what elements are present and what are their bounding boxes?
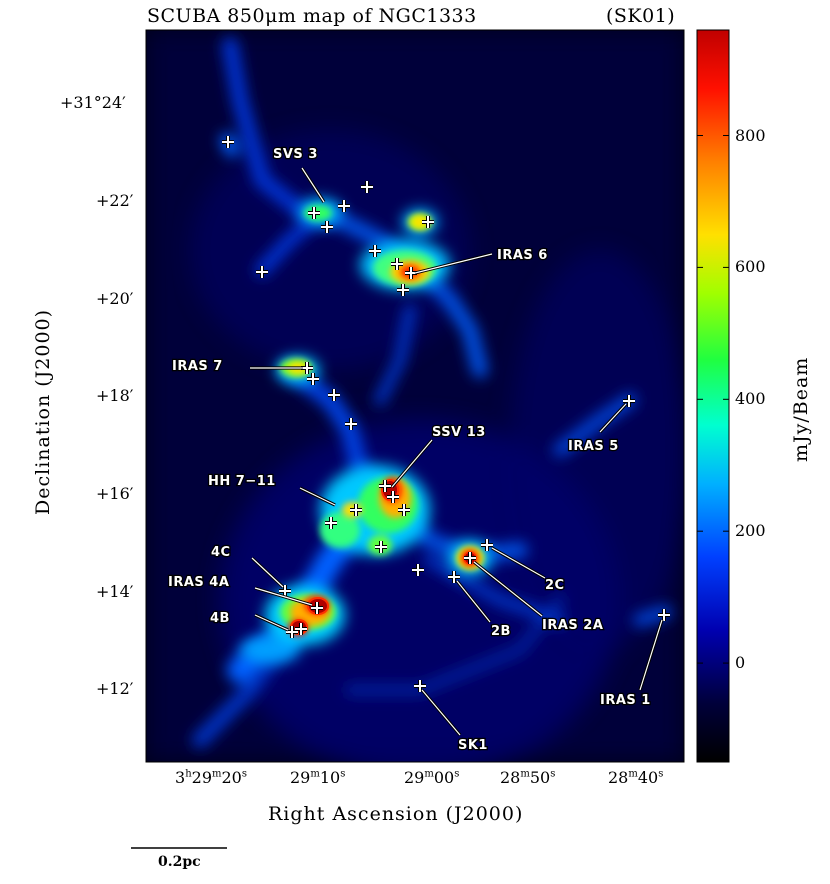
source-label: IRAS 2A [542, 618, 603, 633]
source-cross [286, 626, 298, 638]
source-cross [361, 181, 373, 193]
x-tick-label: 29m10s [290, 768, 346, 787]
source-cross [350, 504, 362, 516]
source-cross [369, 245, 381, 257]
source-cross [464, 552, 476, 564]
source-label: 4C [211, 545, 231, 560]
source-label: HH 7−11 [208, 474, 276, 489]
y-tick-label: +16′ [96, 484, 134, 503]
source-cross [623, 395, 635, 407]
source-cross [338, 200, 350, 212]
source-cross [307, 373, 319, 385]
source-cross [391, 258, 403, 270]
source-cross [387, 491, 399, 503]
source-label: IRAS 7 [172, 359, 223, 374]
source-cross [375, 541, 387, 553]
source-cross [321, 221, 333, 233]
source-labels: SVS 3 IRAS 6 IRAS 7 SSV 13 HH 7−11 4C IR… [167, 146, 652, 755]
chart-title: SCUBA 850μm map of NGC1333 [147, 5, 477, 27]
colorbar-ticks [697, 135, 729, 664]
colorbar-tick-label: 400 [735, 389, 766, 409]
x-tick-label: 3h29m20s [175, 768, 247, 787]
colorbar-label: mJy/Beam [790, 356, 812, 462]
source-cross [328, 389, 340, 401]
colorbar-tick-label: 600 [735, 257, 766, 277]
y-tick-label: +14′ [96, 582, 134, 601]
source-label: IRAS 6 [497, 248, 548, 263]
scale-bar-label: 0.2pc [158, 854, 201, 870]
source-label: SVS 3 [273, 147, 318, 162]
source-cross [412, 564, 424, 576]
emission-map [146, 30, 684, 762]
colorbar-tick-label: 200 [735, 521, 766, 541]
source-cross [345, 418, 357, 430]
source-label: 2B [491, 624, 511, 639]
annotation-lines [250, 167, 664, 737]
y-tick-label: +18′ [96, 386, 134, 405]
source-label: 2C [545, 578, 565, 593]
source-label: 4B [210, 611, 230, 626]
source-label: SSV 13 [432, 425, 486, 440]
source-cross [279, 585, 291, 597]
source-label: IRAS 5 [568, 439, 619, 454]
source-label: SK1 [458, 738, 488, 753]
x-tick-label: 28m40s [608, 768, 664, 787]
chart-title-tag: (SK01) [606, 5, 676, 27]
plot-frame [145, 29, 685, 763]
source-cross [658, 609, 670, 621]
y-tick-label: +20′ [96, 289, 134, 308]
source-cross [481, 539, 493, 551]
source-cross [308, 207, 320, 219]
colorbar [696, 29, 730, 763]
source-cross [422, 216, 434, 228]
source-cross [414, 680, 426, 692]
y-axis-label: Declination (J2000) [32, 308, 54, 515]
y-tick-label: +22′ [96, 191, 134, 210]
source-markers [222, 136, 670, 692]
source-label: IRAS 1 [600, 693, 651, 708]
y-tick-label: +12′ [96, 679, 134, 698]
x-axis-label: Right Ascension (J2000) [268, 803, 524, 825]
source-cross [256, 266, 268, 278]
source-cross [397, 284, 409, 296]
colorbar-tick-label: 0 [735, 653, 746, 673]
source-cross [311, 602, 323, 614]
source-cross [448, 571, 460, 583]
x-tick-label: 28m50s [500, 768, 556, 787]
source-cross [295, 623, 307, 635]
colorbar-tick-label: 800 [735, 125, 766, 145]
source-label: IRAS 4A [168, 575, 229, 590]
x-tick-label: 29m00s [404, 768, 460, 787]
source-cross [325, 517, 337, 529]
source-cross [398, 504, 410, 516]
source-cross [379, 480, 391, 492]
y-tick-label: +31°24′ [60, 93, 126, 112]
source-cross [222, 136, 234, 148]
